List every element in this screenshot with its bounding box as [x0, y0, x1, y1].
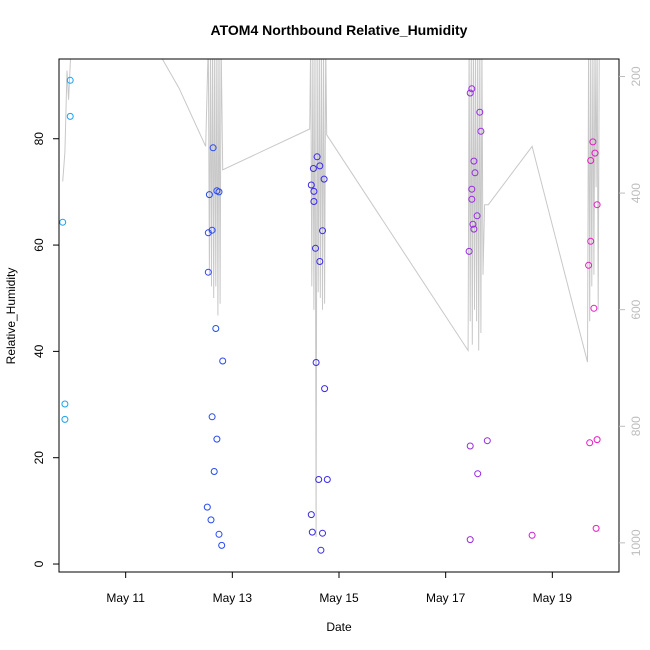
scatter-point [319, 227, 326, 235]
x-axis: May 11 May 13 May 15 May 17 May 19 [106, 572, 572, 605]
scatter-point [473, 212, 481, 220]
scatter-point [466, 536, 474, 544]
scatter-point [590, 304, 598, 312]
scatter-point [587, 157, 595, 164]
scatter-point [218, 541, 226, 549]
scatter-point [209, 144, 217, 152]
y2-axis: 200 400 600 800 1000 [619, 66, 643, 556]
y-axis-label: Relative_Humidity [4, 268, 18, 365]
scatter-point [474, 470, 482, 478]
scatter-point [204, 268, 212, 276]
scatter-point [593, 201, 601, 209]
secondary-series-line [62, 59, 600, 538]
scatter-point [470, 157, 478, 165]
scatter-point [471, 169, 479, 177]
scatter-point [316, 162, 324, 170]
scatter-point [208, 226, 216, 234]
scatter-point [469, 220, 477, 228]
scatter-point [319, 529, 326, 537]
scatter-point [207, 516, 215, 524]
scatter-point [61, 415, 69, 423]
scatter-point [321, 385, 329, 393]
scatter-point [468, 85, 476, 93]
scatter-point [208, 413, 216, 421]
scatter-point [587, 237, 595, 245]
scatter-point [210, 468, 218, 475]
scatter-point [307, 511, 315, 519]
scatter-point [61, 400, 69, 408]
y-tick-label: 0 [32, 560, 46, 567]
scatter-point [317, 546, 325, 554]
x-tick-label: May 19 [533, 591, 573, 605]
y2-tick-label: 800 [629, 416, 643, 436]
y-tick-label: 80 [32, 132, 46, 146]
scatter-point [589, 138, 597, 146]
scatter-point [213, 435, 221, 443]
scatter-point [483, 437, 491, 445]
scatter-point [215, 188, 223, 196]
plot-frame [58, 58, 620, 573]
scatter-point [585, 261, 593, 269]
scatter-point [477, 127, 485, 135]
scatter-point [313, 153, 321, 161]
x-axis-label: Date [326, 620, 352, 634]
y-tick-label: 20 [32, 451, 46, 465]
y-tick-label: 40 [32, 344, 46, 358]
scatter-point [310, 187, 318, 195]
x-tick-label: May 17 [426, 591, 466, 605]
scatter-point [466, 89, 474, 97]
scatter-points-layer [59, 76, 601, 554]
scatter-point [59, 218, 67, 226]
y2-tick-label: 600 [629, 299, 643, 319]
scatter-point [219, 357, 227, 365]
y-tick-label: 60 [32, 238, 46, 252]
y-axis: 0 20 40 60 80 [32, 132, 59, 567]
scatter-point [307, 181, 315, 189]
scatter-point [586, 439, 594, 447]
x-tick-label: May 15 [319, 591, 359, 605]
scatter-point [466, 442, 474, 450]
scatter-point [205, 191, 213, 199]
scatter-point [203, 503, 211, 511]
scatter-point [315, 476, 323, 483]
x-tick-label: May 13 [213, 591, 253, 605]
scatter-point [312, 359, 320, 366]
scatter-point [593, 436, 601, 444]
scatter-point [309, 165, 317, 172]
scatter-point [468, 195, 476, 203]
scatter-point [212, 325, 220, 332]
scatter-point [316, 258, 324, 265]
scatter-point [528, 531, 536, 539]
x-tick-label: May 11 [106, 591, 145, 605]
y2-tick-label: 1000 [629, 529, 643, 556]
secondary-series-layer [62, 59, 600, 538]
scatter-point [310, 198, 318, 205]
scatter-point [320, 175, 328, 183]
scatter-point [591, 149, 599, 157]
scatter-point [215, 530, 223, 538]
scatter-point [465, 247, 473, 255]
scatter-point [468, 185, 476, 193]
scatter-point [312, 244, 319, 252]
scatter-point [66, 112, 74, 120]
y2-tick-label: 200 [629, 66, 643, 86]
scatter-point [66, 76, 74, 84]
scatter-point [470, 225, 478, 233]
y2-tick-label: 400 [629, 183, 643, 203]
scatter-point [476, 108, 484, 116]
scatter-point [308, 528, 316, 536]
chart-title: ATOM4 Northbound Relative_Humidity [211, 22, 468, 38]
scatter-point [323, 476, 331, 483]
scatter-point [592, 524, 600, 532]
